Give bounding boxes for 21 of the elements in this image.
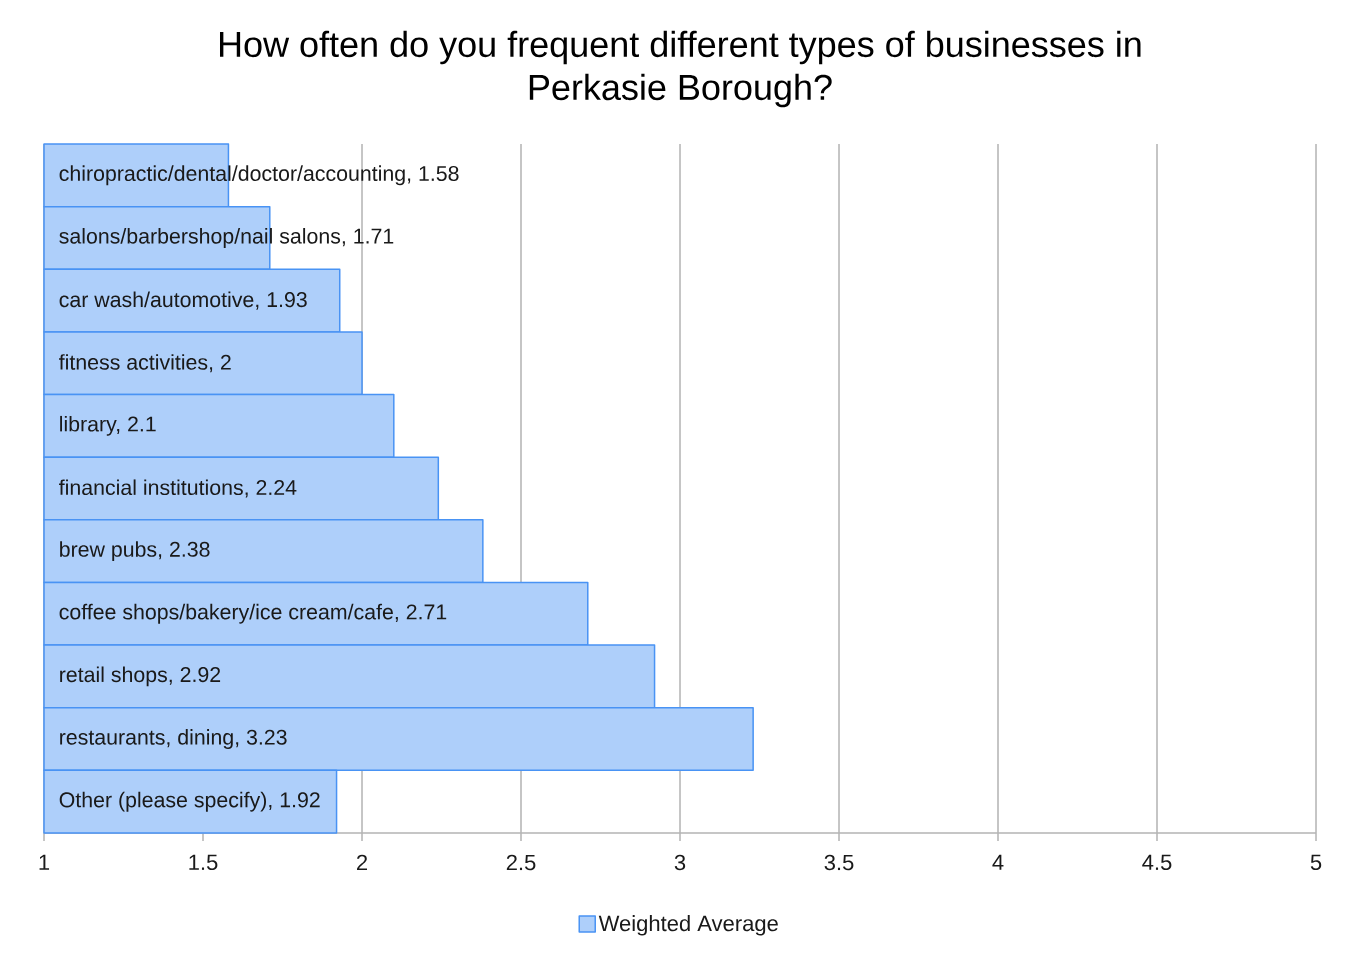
data-label: Other (please specify), 1.92 — [59, 791, 320, 812]
x-tick-label: 5 — [1310, 854, 1322, 871]
data-label: restaurants, dining, 3.23 — [60, 729, 287, 749]
x-tick-label: 1.5 — [189, 854, 218, 871]
legend-label: Weighted Average — [598, 915, 778, 936]
x-tick-label: 2.5 — [506, 854, 536, 871]
x-tick-label: 4 — [992, 854, 1004, 870]
data-label: brew pubs, 2.38 — [60, 541, 210, 562]
x-tick-label: 3.5 — [824, 854, 854, 871]
x-tick-label: 4.5 — [1142, 854, 1172, 871]
data-label: coffee shops/bakery/ice cream/cafe, 2.71 — [59, 603, 447, 624]
x-tick-label: 1 — [39, 854, 50, 870]
data-label: car wash/automotive, 1.93 — [59, 291, 307, 310]
data-label: retail shops, 2.92 — [60, 666, 221, 687]
data-label: salons/barbershop/nail salons, 1.71 — [59, 228, 394, 248]
data-label: financial institutions, 2.24 — [59, 479, 297, 498]
chart-title: How often do you frequent different types of businesses in Perkasie Borough? — [220, 30, 1141, 108]
x-tick-label: 2 — [357, 854, 368, 871]
data-label: fitness activities, 2 — [59, 354, 231, 373]
x-tick-label: 3 — [674, 854, 686, 871]
data-label: library, 2.1 — [60, 415, 156, 436]
